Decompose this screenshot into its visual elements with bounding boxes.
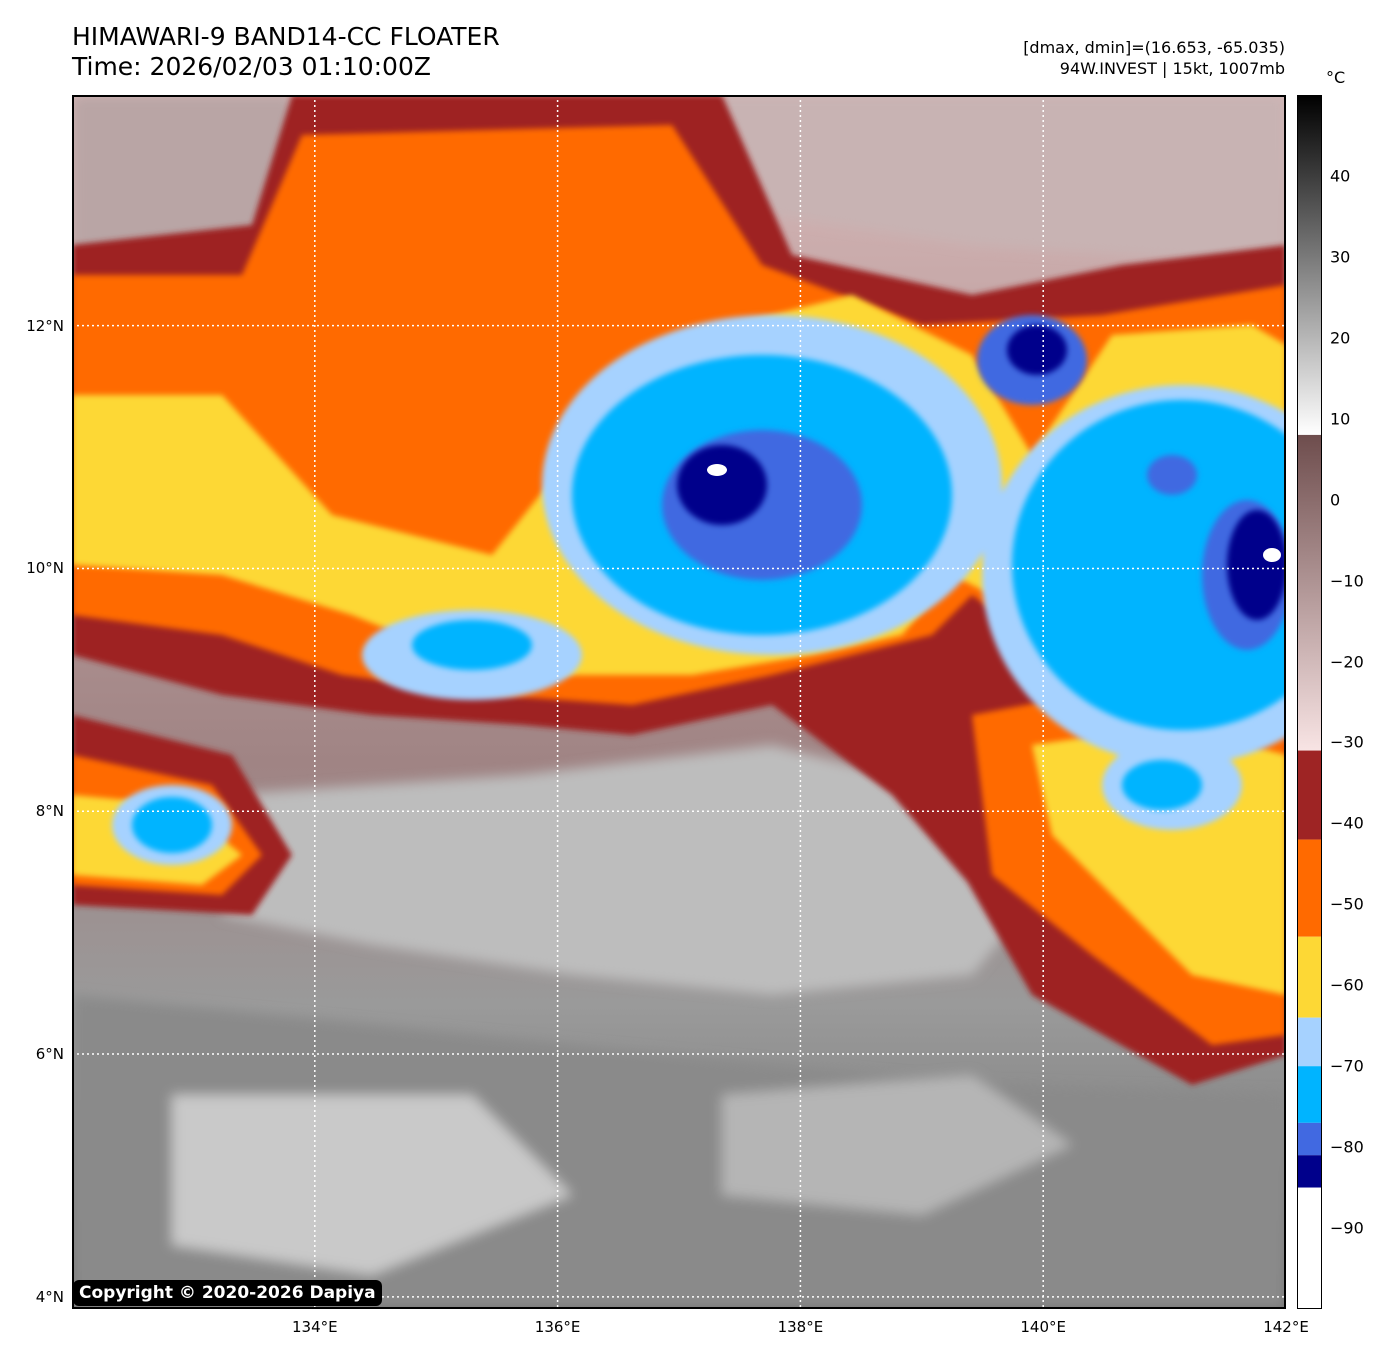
chart-title: HIMAWARI-9 BAND14-CC FLOATER [72,22,500,51]
colorbar-band [1297,750,1322,840]
colorbar-tick-label: −60 [1330,975,1364,995]
colorbar-band [1297,1122,1322,1156]
dark-blue-layer [677,325,1286,620]
warm-cloud-texture [72,95,1286,1309]
colorbar-tick-label: 40 [1330,166,1351,186]
colorbar-tick-label: −70 [1330,1056,1364,1076]
colorbar-band [1297,1187,1322,1309]
colorbar-band [1297,936,1322,1018]
lon-label: 142°E [1263,1318,1309,1336]
overshooting-tops [707,464,1281,562]
colorbar-band [1297,434,1322,751]
colorbar-tick-label: −90 [1330,1218,1364,1238]
colorbar-band [1297,1017,1322,1067]
colorbar-tick-label: 30 [1330,247,1351,267]
copyright-label: Copyright © 2020-2026 Dapiya [73,1280,382,1306]
storm-label: 94W.INVEST | 15kt, 1007mb [1059,59,1285,78]
colorbar [1297,95,1322,1309]
colorbar-tick-label: −40 [1330,813,1364,833]
time-label: Time: 2026/02/03 01:10:00Z [72,52,431,81]
colorbar-tick-label: −80 [1330,1137,1364,1157]
map-frame [72,95,1286,1309]
lat-label: 6°N [35,1045,64,1064]
colorbar-unit: °C [1326,68,1346,87]
lat-label: 10°N [26,559,64,578]
lon-label: 134°E [291,1318,338,1336]
colorbar-band [1297,95,1322,435]
lon-label: 140°E [1020,1318,1066,1336]
colorbar-tick-label: 0 [1330,490,1341,510]
lon-label: 138°E [777,1318,824,1336]
satellite-map [72,95,1286,1309]
range-label: [dmax, dmin]=(16.653, -65.035) [1023,38,1285,57]
lon-label: 136°E [534,1318,581,1336]
colorbar-tick-label: 20 [1330,328,1351,348]
colorbar-tick-label: −10 [1330,571,1364,591]
colorbar-tick-label: −20 [1330,652,1364,672]
colorbar-tick-label: 10 [1330,409,1351,429]
colorbar-band [1297,1155,1322,1188]
colorbar-tick-label: −30 [1330,732,1364,752]
lat-label: 12°N [26,316,64,335]
graticule [72,95,1286,1309]
lat-label: 4°N [35,1287,64,1306]
colorbar-band [1297,1066,1322,1123]
colorbar-band [1297,839,1322,937]
lat-label: 8°N [35,802,64,821]
colorbar-tick-label: −50 [1330,894,1364,914]
